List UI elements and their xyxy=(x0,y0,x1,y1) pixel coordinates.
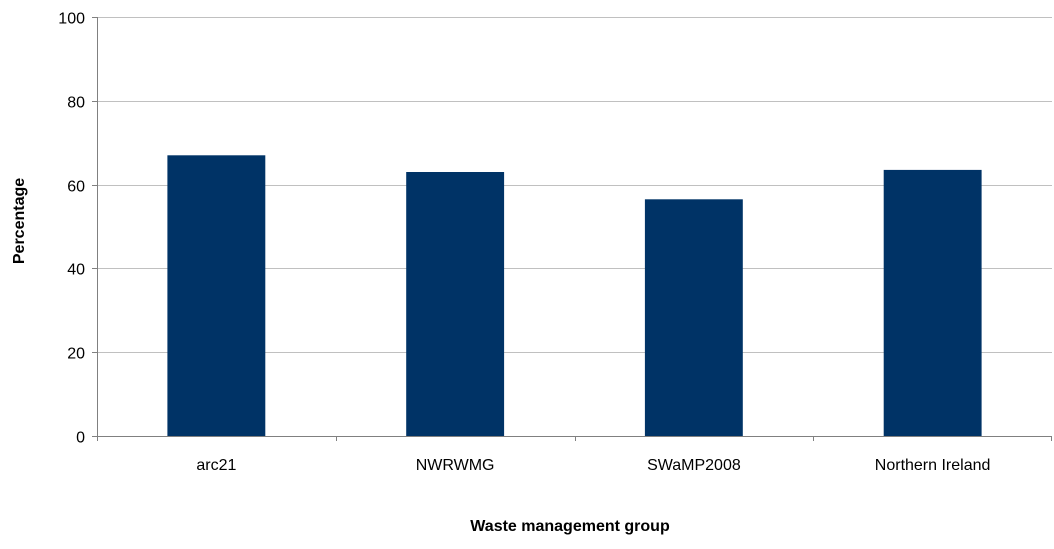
x-tick-label: SWaMP2008 xyxy=(647,457,741,474)
y-tick-label: 40 xyxy=(67,262,85,279)
y-tick-label: 100 xyxy=(58,11,85,28)
x-axis-title: Waste management group xyxy=(470,518,670,535)
x-tick-labels: arc21 NWRWMG SWaMP2008 Northern Ireland xyxy=(196,457,990,474)
y-axis-title: Percentage xyxy=(11,178,28,264)
x-tick-label: NWRWMG xyxy=(416,457,495,474)
bars xyxy=(167,155,982,437)
bar-northern-ireland xyxy=(883,169,982,436)
axes xyxy=(97,17,1052,437)
y-tick-label: 80 xyxy=(67,95,85,112)
bar-arc21 xyxy=(167,155,266,437)
y-tick-label: 0 xyxy=(76,430,85,447)
y-tick-label: 60 xyxy=(67,179,85,196)
x-tick-label: arc21 xyxy=(196,457,236,474)
x-tick-label: Northern Ireland xyxy=(875,457,991,474)
y-tick-labels: 0 20 40 60 80 100 xyxy=(58,11,85,447)
bar-nwrwmg xyxy=(406,172,505,436)
y-tick-label: 20 xyxy=(67,346,85,363)
bar-swamp2008 xyxy=(644,199,743,436)
